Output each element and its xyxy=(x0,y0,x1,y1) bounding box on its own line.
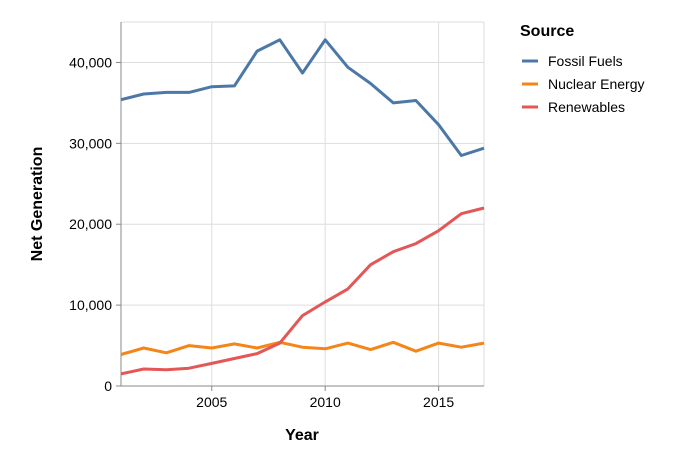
series-line-fossil-fuels xyxy=(120,38,485,157)
x-axis-title: Year xyxy=(285,427,319,444)
x-tick-label: 2015 xyxy=(423,394,454,410)
y-tick-label: 40,000 xyxy=(69,54,112,70)
series-line-nuclear-energy xyxy=(120,340,485,356)
y-tick-label: 10,000 xyxy=(69,297,112,313)
series-lines xyxy=(120,38,485,376)
legend-label-fossil-fuels: Fossil Fuels xyxy=(548,53,623,69)
x-tick-label: 2005 xyxy=(196,394,227,410)
y-tick-label: 30,000 xyxy=(69,135,112,151)
legend-title: Source xyxy=(520,23,574,40)
legend-label-nuclear-energy: Nuclear Energy xyxy=(548,76,645,92)
legend: Source Fossil Fuels Nuclear Energy Renewab… xyxy=(520,23,645,115)
gridlines xyxy=(121,21,485,386)
y-axis-title: Net Generation xyxy=(29,147,46,262)
x-tick-label: 2010 xyxy=(310,394,341,410)
y-tick-label: 20,000 xyxy=(69,216,112,232)
series-line-renewables xyxy=(120,206,485,376)
legend-label-renewables: Renewables xyxy=(548,99,625,115)
y-tick-label: 0 xyxy=(104,378,112,394)
axes: 2005 2010 2015 0 10,000 20,000 30,000 40,000 xyxy=(69,22,484,410)
